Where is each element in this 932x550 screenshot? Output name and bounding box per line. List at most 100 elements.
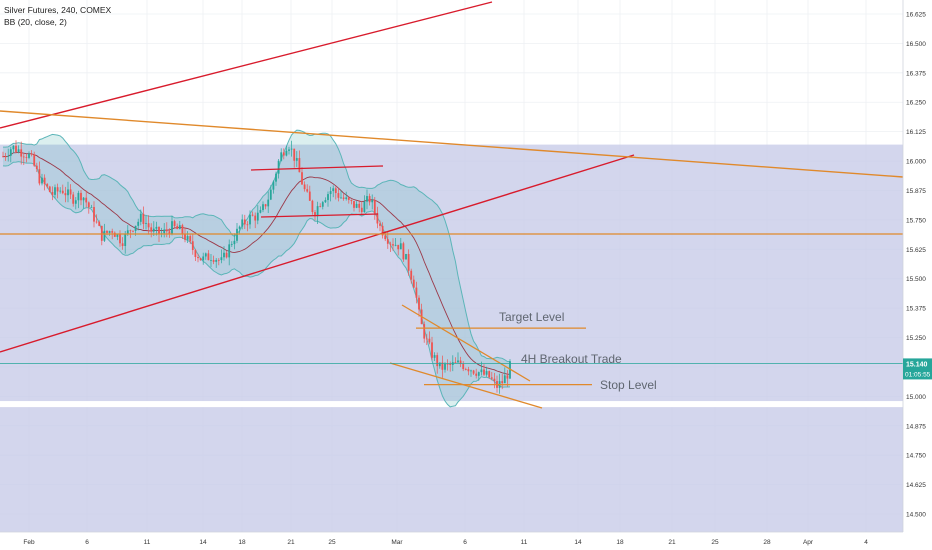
y-tick-label: 15.000 [906,394,926,401]
candle-body [191,241,194,251]
annotation-label[interactable]: Target Level [499,310,564,324]
candle-body [85,197,88,203]
candle-body [438,362,441,367]
wedge-lower-line[interactable] [389,362,543,409]
candle-body [272,181,275,190]
x-tick-label: 21 [287,539,295,546]
y-tick-label: 15.875 [906,188,926,195]
candle-body [256,212,259,221]
candle-body [199,258,202,261]
candle-body [418,297,420,310]
candle-body [462,364,465,370]
y-tick-label: 16.625 [906,12,926,19]
drawings[interactable] [0,1,904,409]
wedge-upper-line[interactable] [401,304,531,382]
y-tick-label: 14.625 [906,482,926,489]
candle-body [329,191,332,195]
candle-body [483,369,485,375]
y-tick-label: 15.375 [906,306,926,313]
candle-body [316,206,319,217]
candle-body [308,191,311,201]
current-price-label: 15.140 [906,361,928,368]
red-range-top[interactable] [250,165,384,171]
candle-body [475,373,478,376]
candle-body [197,256,199,259]
candle-body [228,244,231,258]
candle-body [80,192,82,201]
candle-body [332,188,335,192]
candle-body [340,197,342,199]
x-tick-label: 18 [616,539,624,546]
y-tick-label: 15.750 [906,217,926,224]
candle-body [173,221,176,227]
candle-body [189,236,192,242]
candle-body [392,244,394,246]
upper-red-trendline[interactable] [0,1,493,129]
x-tick-label: 25 [328,539,336,546]
candle-body [405,254,407,260]
candle-body [311,200,314,213]
candle-body [379,223,381,226]
candle-body [371,200,374,203]
candle-body [319,206,322,207]
candle-body [381,225,384,236]
candle-body [147,223,150,228]
candle-body [217,259,220,261]
candle-body [145,223,147,224]
candle-body [303,184,306,190]
candle-body [210,260,212,261]
candle-body [358,203,361,208]
annotation-label[interactable]: 4H Breakout Trade [521,352,622,366]
candle-body [459,360,462,365]
candle-body [137,221,140,226]
candle-body [194,250,197,257]
candle-body [436,355,439,367]
shaded-zone [0,144,903,404]
candle-body [490,377,493,379]
candle-body [74,200,77,204]
y-tick-label: 15.625 [906,247,926,254]
y-tick-label: 16.250 [906,100,926,107]
candle-body [51,191,54,195]
candle-body [134,225,137,231]
y-tick-label: 14.500 [906,512,926,519]
candle-body [285,150,288,156]
candle-body [67,189,69,196]
candle-body [509,361,511,379]
candle-body [202,256,205,261]
candle-body [106,230,108,233]
candle-body [108,231,111,233]
annotations: Target Level 4H Breakout Trade Stop Level [499,310,657,392]
candle-body [472,370,475,374]
candle-body [15,145,17,152]
indicator-legend[interactable]: BB (20, close, 2) [4,17,67,27]
bollinger-lower-band [2,161,511,408]
candle-body [54,187,56,195]
candle-body [480,369,483,373]
candle-body [87,202,90,208]
candle-body [103,230,106,241]
symbol-legend[interactable]: Silver Futures, 240, COMEX [4,5,112,15]
candle-body [394,244,397,246]
y-tick-label: 16.500 [906,41,926,48]
candle-body [243,219,246,225]
lower-red-trendline[interactable] [0,154,635,353]
y-axis-ticks: 16.625 16.500 16.375 16.250 16.125 16.000 15.8… [906,12,926,519]
candle-body [376,213,379,224]
candle-body [2,156,4,158]
red-range-bottom[interactable] [260,213,379,218]
bollinger-band-fill [3,130,510,407]
candle-body [35,165,38,170]
candle-body [353,201,355,208]
candle-body [431,342,433,358]
candle-body [186,236,189,240]
price-tag-box [903,358,932,380]
y-tick-label: 16.000 [906,159,926,166]
countdown-label: 01:05:55 [905,371,931,378]
x-tick-label: 21 [668,539,676,546]
annotation-label[interactable]: Stop Level [600,378,657,392]
candle-body [503,375,506,384]
candle-body [139,213,142,222]
orange-descending-resistance[interactable] [0,110,904,178]
